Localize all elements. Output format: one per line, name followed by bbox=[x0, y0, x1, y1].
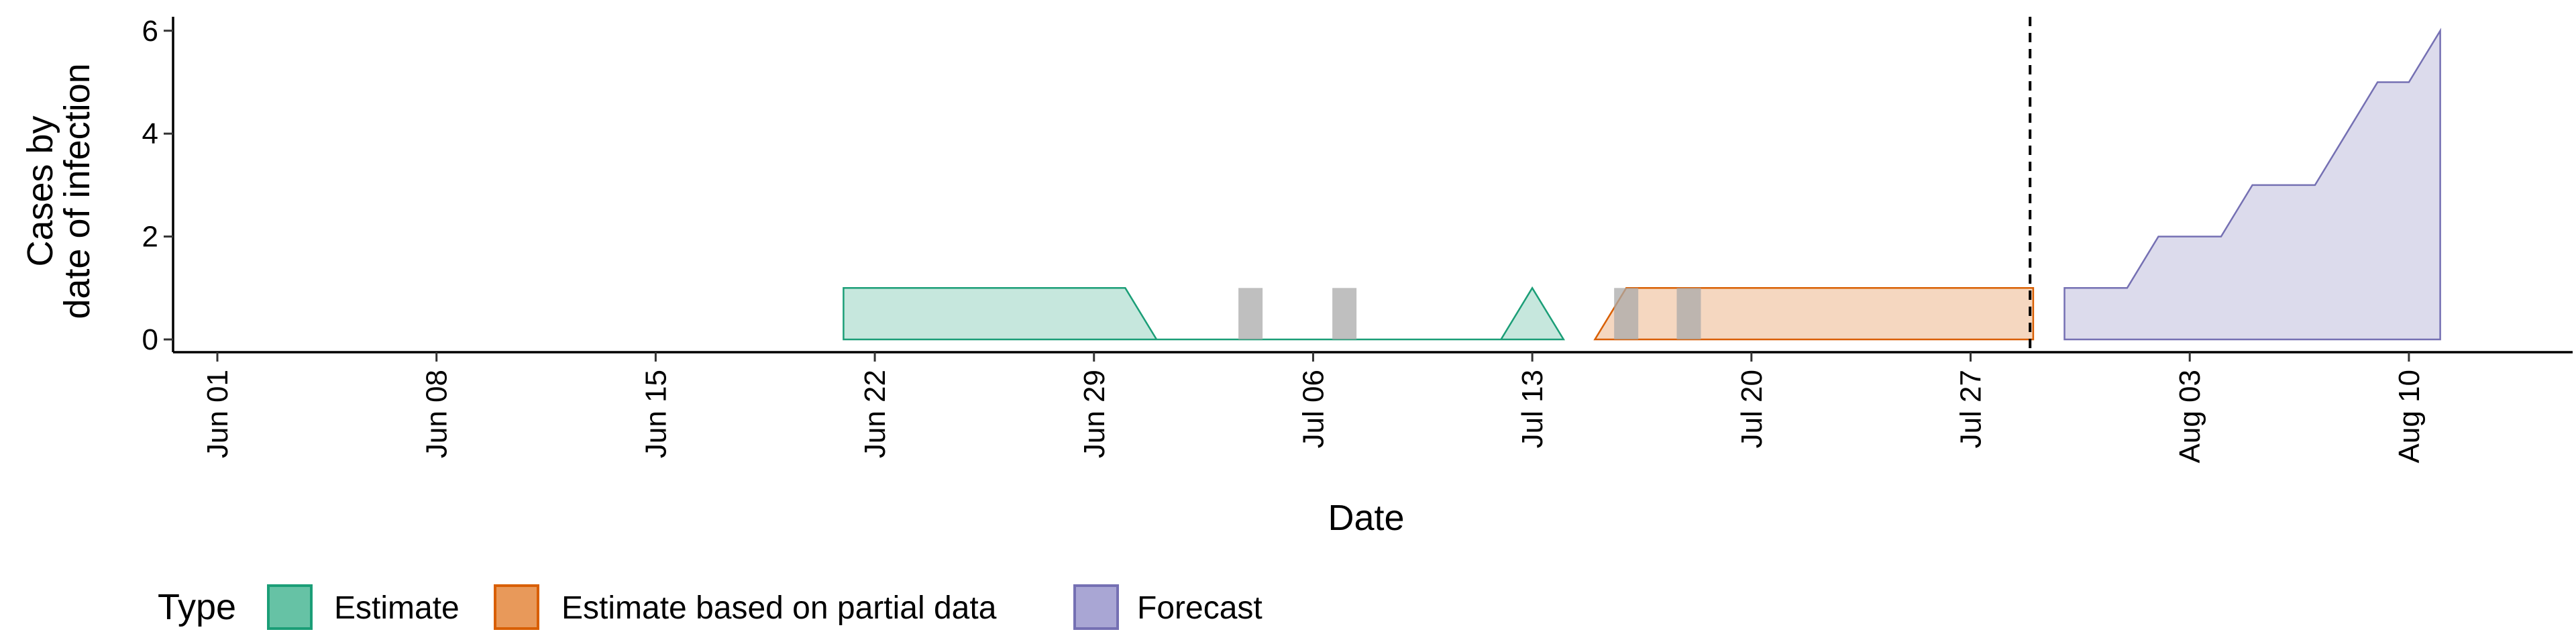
x-tick-label: Jun 29 bbox=[1078, 370, 1111, 458]
reported-case-bar bbox=[1676, 288, 1701, 339]
legend: Type Estimate Estimate based on partial da… bbox=[158, 586, 1263, 629]
series-area-forecast bbox=[2065, 31, 2440, 339]
x-tick-label: Jul 13 bbox=[1516, 370, 1549, 448]
legend-key-estimate-based-on-partial-data bbox=[495, 586, 538, 629]
x-axis-title: Date bbox=[1328, 498, 1404, 538]
series-area-estimate bbox=[843, 288, 1563, 339]
x-tick-label: Jul 27 bbox=[1955, 370, 1988, 448]
x-tick-label: Jul 20 bbox=[1735, 370, 1768, 448]
x-tick-label: Jul 06 bbox=[1297, 370, 1330, 448]
legend-label: Estimate based on partial data bbox=[561, 590, 997, 626]
y-axis-title-line: date of infection bbox=[57, 63, 97, 319]
x-tick-label: Aug 03 bbox=[2174, 370, 2206, 463]
x-tick-label: Aug 10 bbox=[2393, 370, 2426, 463]
x-tick-label: Jun 08 bbox=[421, 370, 453, 458]
y-tick-label: 6 bbox=[142, 15, 158, 48]
y-tick-label: 0 bbox=[142, 323, 158, 356]
legend-label: Estimate bbox=[334, 590, 460, 626]
x-tick-label: Jun 15 bbox=[639, 370, 672, 458]
reported-case-bar bbox=[1614, 288, 1638, 339]
series-area-estimate-based-on-partial-data bbox=[1595, 288, 2033, 339]
y-tick-label: 4 bbox=[142, 117, 158, 150]
legend-key-forecast bbox=[1075, 586, 1118, 629]
plot-area bbox=[843, 17, 2440, 352]
y-axis-title-line: Cases by bbox=[20, 115, 60, 266]
reported-case-bar bbox=[1238, 288, 1263, 339]
y-tick-label: 2 bbox=[142, 221, 158, 254]
legend-key-estimate bbox=[268, 586, 311, 629]
reported-case-bar bbox=[1332, 288, 1356, 339]
legend-label: Forecast bbox=[1137, 590, 1263, 626]
x-tick-label: Jun 22 bbox=[859, 370, 892, 458]
x-tick-label: Jun 01 bbox=[201, 370, 234, 458]
legend-title: Type bbox=[158, 587, 236, 627]
